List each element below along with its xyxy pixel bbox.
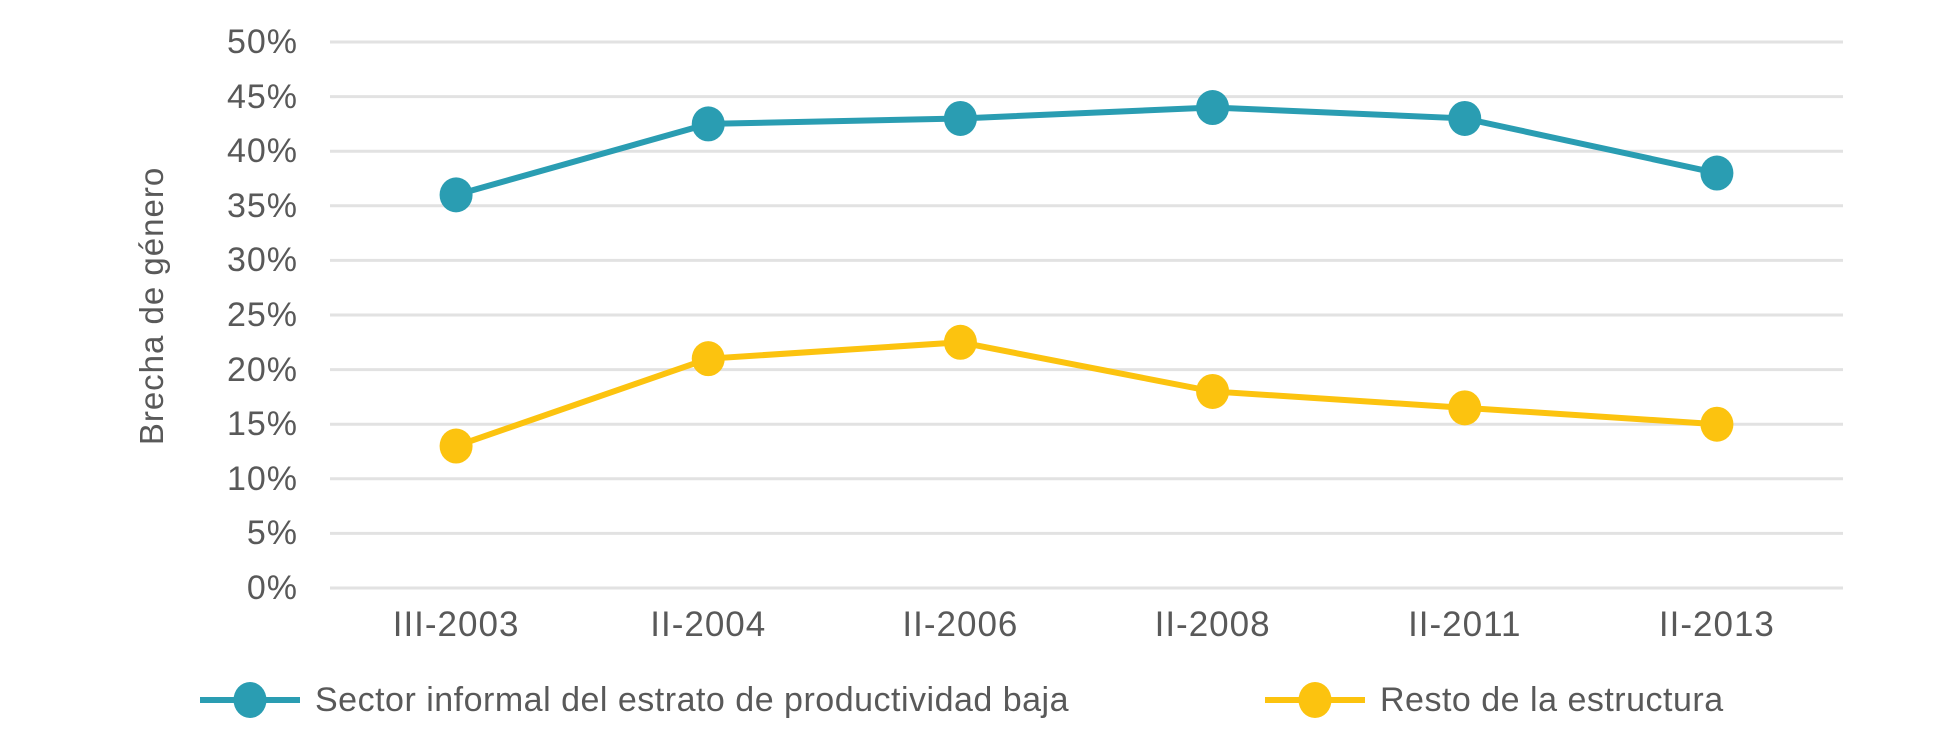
y-tick-label: 50% bbox=[226, 23, 298, 61]
x-axis-label: II-2006 bbox=[902, 605, 1019, 644]
legend-dot-icon bbox=[1298, 682, 1332, 718]
data-point bbox=[691, 106, 725, 142]
y-tick-label: 0% bbox=[246, 569, 298, 607]
data-point bbox=[943, 100, 977, 136]
y-tick-label: 25% bbox=[226, 296, 298, 334]
y-tick-label: 10% bbox=[226, 459, 298, 498]
x-axis-label: II-2008 bbox=[1154, 605, 1271, 644]
data-point bbox=[1196, 90, 1230, 126]
legend-label: Sector informal del estrato de productiv… bbox=[315, 680, 1070, 719]
y-tick-label: 35% bbox=[226, 186, 298, 225]
legend-swatch bbox=[200, 678, 300, 722]
data-point bbox=[943, 324, 977, 360]
y-tick-label: 5% bbox=[246, 514, 298, 553]
x-axis-label: II-2011 bbox=[1408, 605, 1522, 644]
data-point bbox=[1448, 100, 1482, 136]
y-tick-label: 20% bbox=[226, 350, 298, 389]
legend-item-resto-estructura: Resto de la estructura bbox=[1265, 678, 1724, 722]
data-point bbox=[1196, 373, 1230, 409]
data-point bbox=[691, 341, 725, 377]
legend-label: Resto de la estructura bbox=[1380, 680, 1724, 719]
y-tick-label: 45% bbox=[226, 77, 298, 116]
x-axis-label: II-2013 bbox=[1658, 605, 1775, 644]
data-point bbox=[1700, 155, 1734, 191]
data-point bbox=[1448, 390, 1482, 426]
y-tick-label: 15% bbox=[226, 405, 298, 444]
series-line-0 bbox=[455, 104, 1718, 198]
series-line-1 bbox=[455, 339, 1718, 449]
y-axis-title: Brecha de género bbox=[133, 166, 170, 446]
data-point bbox=[439, 428, 473, 464]
x-axis-label: II-2004 bbox=[650, 605, 767, 644]
legend-item-sector-informal: Sector informal del estrato de productiv… bbox=[200, 678, 1069, 722]
x-axis-label: III-2003 bbox=[392, 605, 520, 644]
legend-swatch bbox=[1265, 678, 1365, 722]
legend-dot-icon bbox=[233, 682, 267, 718]
y-tick-label: 30% bbox=[226, 241, 298, 280]
y-tick-label: 40% bbox=[226, 132, 298, 171]
data-point bbox=[1700, 406, 1734, 442]
data-point bbox=[439, 177, 473, 213]
